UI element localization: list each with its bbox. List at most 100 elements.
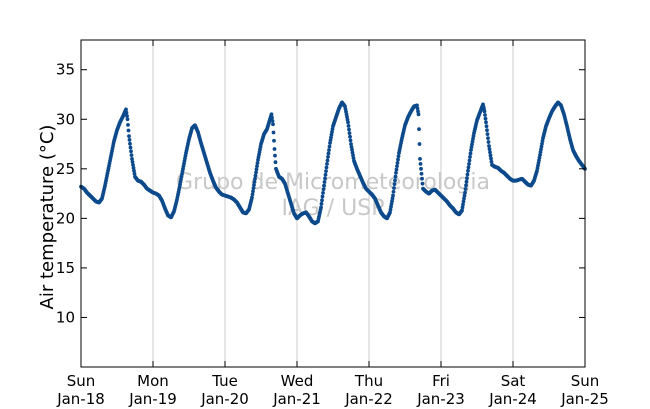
data-point — [254, 167, 259, 172]
data-point — [469, 148, 473, 152]
data-point — [462, 193, 467, 198]
data-point — [467, 158, 472, 163]
x-tick-label-weekday: Wed — [281, 372, 314, 390]
data-point — [251, 189, 255, 194]
data-point — [328, 138, 333, 143]
data-point — [129, 153, 134, 158]
data-point — [273, 153, 277, 158]
data-point — [130, 159, 135, 164]
data-point — [348, 138, 353, 143]
data-point — [131, 162, 135, 167]
data-point — [391, 193, 395, 198]
data-point — [539, 144, 544, 149]
data-point — [127, 134, 131, 139]
data-point — [538, 150, 543, 155]
data-point — [323, 172, 328, 177]
data-point — [484, 124, 489, 129]
y-tick-label: 35 — [56, 61, 75, 79]
data-point — [465, 176, 469, 180]
data-point — [416, 112, 421, 117]
data-point — [250, 192, 255, 197]
data-point — [252, 183, 256, 187]
data-point — [132, 168, 136, 173]
data-point — [326, 151, 331, 156]
data-point — [484, 120, 488, 125]
data-point — [349, 142, 353, 146]
data-point — [125, 117, 130, 122]
data-point — [390, 199, 394, 204]
x-tick-label-weekday: Sat — [501, 372, 526, 390]
data-point — [396, 157, 400, 162]
data-point — [128, 141, 132, 146]
data-point — [272, 138, 276, 143]
x-tick-label-weekday: Thu — [354, 372, 383, 390]
y-tick-label: 20 — [56, 209, 75, 227]
data-point — [389, 204, 393, 209]
data-point — [394, 170, 398, 175]
data-point — [124, 110, 129, 115]
data-point — [420, 181, 425, 186]
x-tick-label-weekday: Mon — [137, 372, 169, 390]
data-point — [419, 171, 424, 176]
data-point — [469, 145, 474, 150]
data-point — [330, 127, 335, 131]
data-point — [351, 156, 356, 160]
data-point — [470, 142, 474, 147]
data-point — [419, 166, 423, 171]
data-point — [460, 205, 465, 210]
data-point — [255, 164, 259, 169]
data-point — [126, 128, 131, 133]
data-point — [124, 107, 128, 112]
data-point — [254, 170, 258, 175]
data-point — [482, 109, 487, 114]
data-point — [464, 183, 468, 188]
data-point — [390, 196, 395, 201]
data-point — [460, 208, 464, 213]
data-point — [346, 120, 350, 125]
data-point — [350, 147, 354, 152]
data-point — [418, 157, 422, 161]
data-point — [348, 134, 352, 139]
data-point — [325, 161, 329, 166]
data-point — [329, 132, 334, 137]
data-point — [461, 202, 465, 207]
data-point — [488, 150, 492, 155]
data-point — [539, 147, 543, 152]
data-point — [253, 176, 257, 181]
data-point — [396, 154, 401, 159]
x-tick-label-date: Jan-20 — [200, 390, 249, 408]
data-point — [461, 199, 466, 204]
data-point — [485, 128, 489, 133]
data-point — [471, 136, 475, 141]
y-axis-title: Air temperature (°C) — [37, 125, 58, 310]
plot-frame — [80, 39, 586, 368]
data-point — [326, 155, 330, 159]
data-point — [420, 176, 424, 181]
data-point — [463, 187, 468, 191]
data-point — [415, 103, 419, 108]
data-point — [323, 176, 327, 181]
y-tick-label: 25 — [56, 160, 75, 178]
data-point — [485, 132, 490, 137]
x-tick-label-date: Jan-19 — [128, 390, 177, 408]
data-point — [393, 178, 397, 183]
data-point — [388, 207, 393, 212]
data-point — [327, 144, 332, 149]
data-point — [324, 165, 329, 170]
data-point — [466, 165, 471, 170]
data-point — [483, 113, 487, 117]
data-point — [271, 122, 275, 127]
x-tick-label-weekday: Sun — [67, 372, 96, 390]
data-point — [468, 155, 472, 159]
y-tick-label: 10 — [56, 308, 75, 326]
data-point — [253, 173, 258, 178]
y-axis: 10 15 20 25 30 35 — [56, 61, 585, 326]
data-point — [538, 153, 542, 157]
data-point — [125, 114, 129, 118]
data-point — [540, 139, 545, 143]
data-point — [250, 195, 254, 200]
data-point — [327, 148, 331, 152]
data-point — [465, 172, 470, 177]
data-points — [79, 100, 587, 226]
data-point — [251, 186, 256, 191]
